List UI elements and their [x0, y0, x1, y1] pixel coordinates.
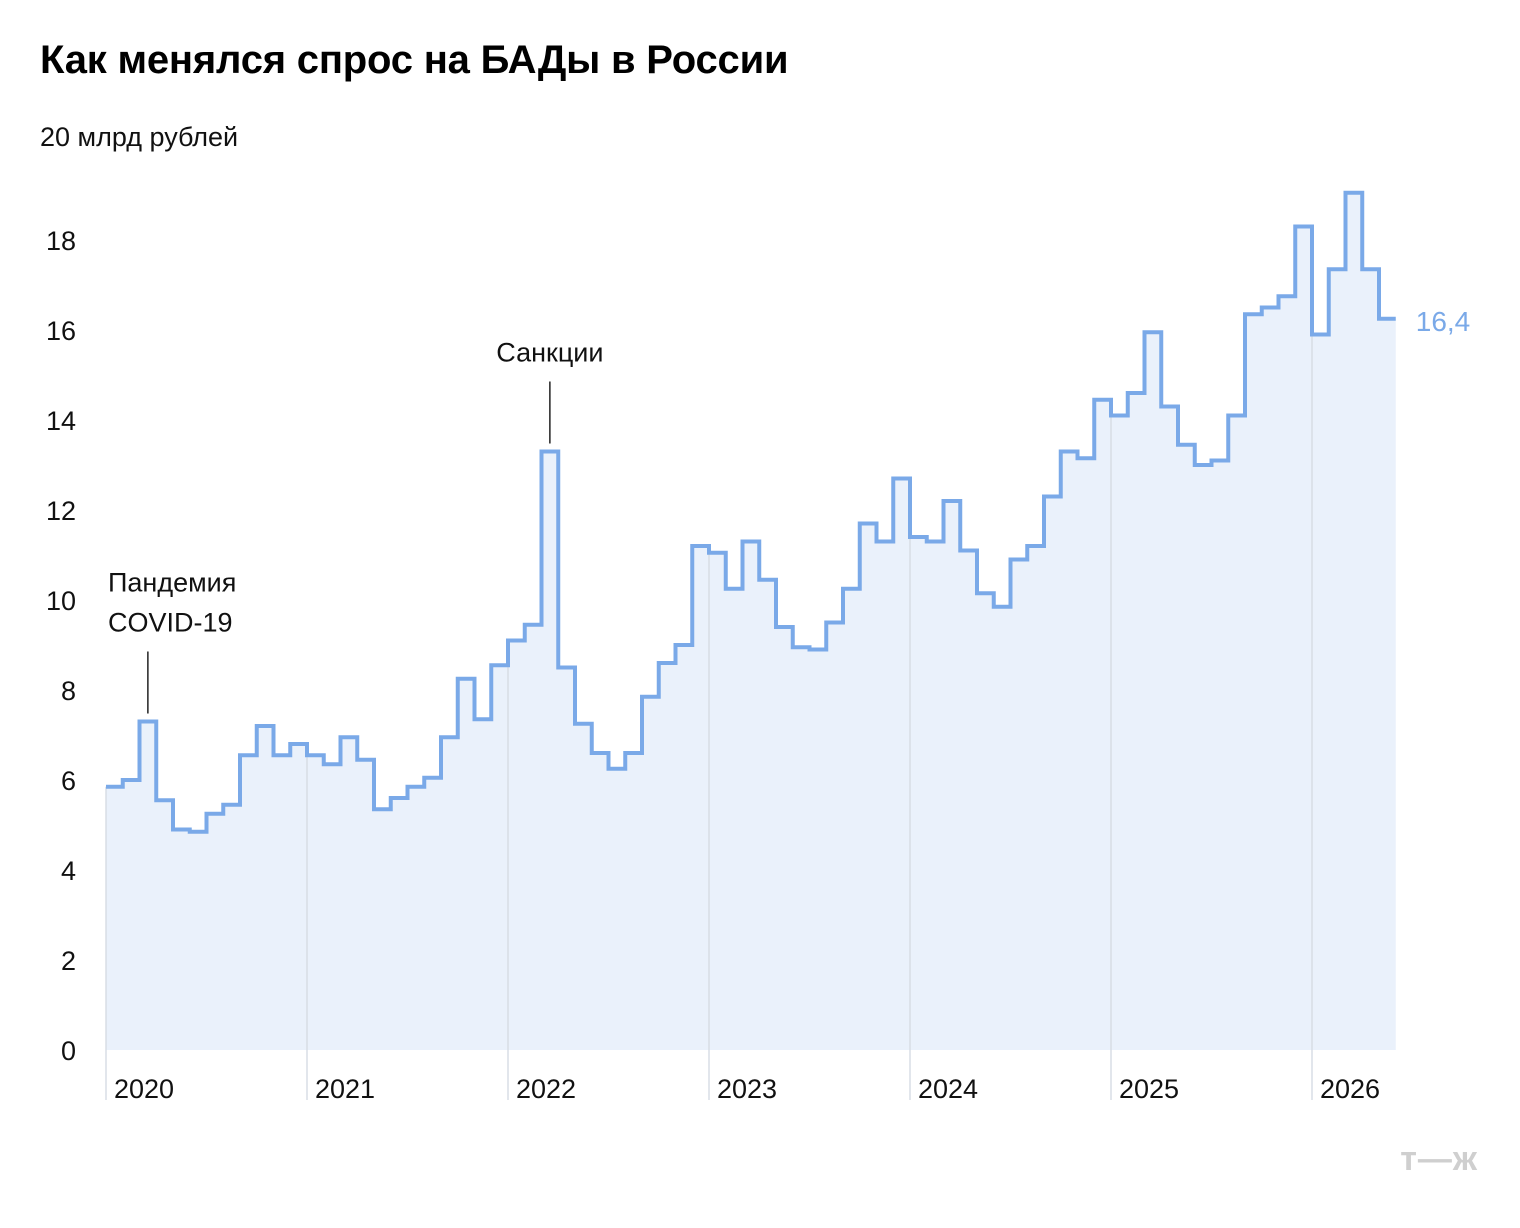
x-tick-label: 2021	[315, 1074, 375, 1104]
y-tick-label: 18	[46, 226, 76, 256]
brand-logo: т—ж	[1400, 1140, 1478, 1178]
y-tick-label: 14	[46, 406, 76, 436]
area-fill	[106, 192, 1396, 1050]
y-tick-label: 10	[46, 586, 76, 616]
y-tick-label: 16	[46, 316, 76, 346]
annotation-text: Санкции	[496, 338, 603, 368]
y-axis: 0 2 4 6 8 10 12 14 16 18	[46, 226, 76, 1066]
series-line	[106, 190, 1396, 834]
y-tick-label: 12	[46, 496, 76, 526]
x-axis: 2020 2021 2022 2023 2024 2025 2026	[114, 1074, 1380, 1104]
annotation-line: Пандемия	[108, 568, 236, 598]
x-tick-label: 2025	[1119, 1074, 1179, 1104]
last-value-label: 16,4	[1416, 306, 1471, 337]
x-tick-label: 2024	[918, 1074, 978, 1104]
y-tick-label: 0	[61, 1036, 76, 1066]
x-tick-label: 2026	[1320, 1074, 1380, 1104]
y-tick-label: 2	[61, 946, 76, 976]
year-divider-lines	[105, 334, 1313, 1100]
x-tick-label: 2023	[717, 1074, 777, 1104]
annotations: Пандемия COVID-19 Санкции	[108, 338, 603, 714]
y-axis-unit-label: 20 млрд рублей	[40, 122, 239, 152]
x-tick-label: 2022	[516, 1074, 576, 1104]
y-tick-label: 4	[61, 856, 76, 886]
annotation-line: Санкции	[496, 338, 603, 368]
y-tick-label: 6	[61, 766, 76, 796]
annotation-text: Пандемия COVID-19	[108, 568, 236, 638]
chart-title: Как менялся спрос на БАДы в России	[40, 38, 789, 82]
y-tick-label: 8	[61, 676, 76, 706]
annotation-line: COVID-19	[108, 608, 233, 638]
x-tick-label: 2020	[114, 1074, 174, 1104]
